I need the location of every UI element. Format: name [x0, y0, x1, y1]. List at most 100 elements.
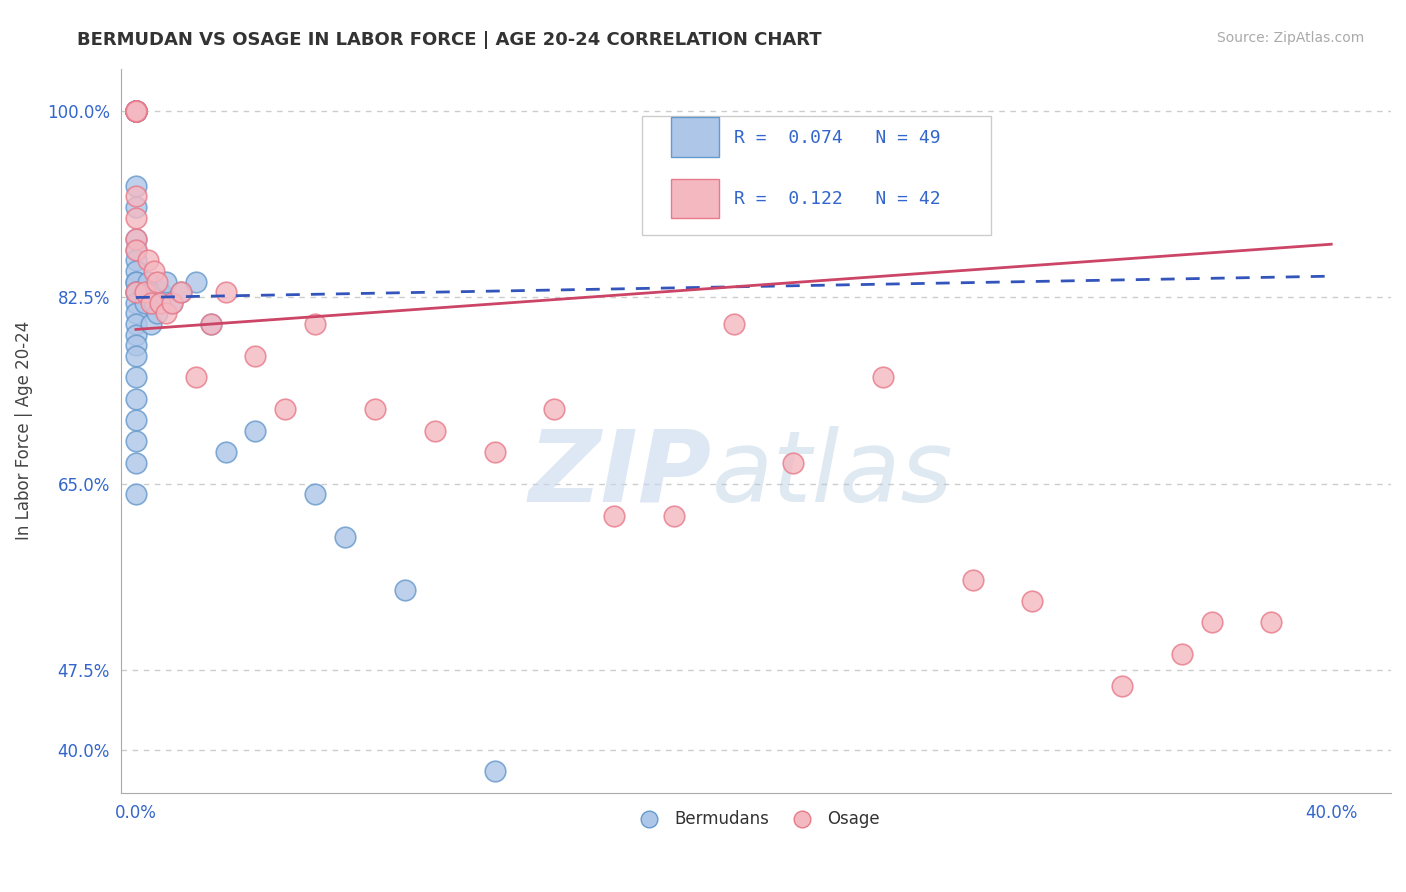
Point: [125, 104, 148, 119]
Point: [155, 275, 177, 289]
Point: [125, 104, 148, 119]
Point: [125, 275, 148, 289]
FancyBboxPatch shape: [641, 116, 991, 235]
Point: [125, 200, 148, 214]
Point: [149, 285, 172, 300]
Point: [125, 211, 148, 225]
Point: [134, 285, 156, 300]
Point: [125, 370, 148, 384]
Point: [125, 275, 148, 289]
Text: atlas: atlas: [711, 425, 953, 523]
Point: [125, 232, 148, 246]
Point: [484, 445, 506, 459]
Point: [200, 317, 222, 331]
Point: [125, 487, 148, 501]
Point: [1171, 647, 1194, 661]
Point: [394, 583, 416, 598]
Point: [274, 402, 297, 417]
Point: [146, 306, 169, 320]
Point: [146, 275, 169, 289]
Text: ZIP: ZIP: [529, 425, 711, 523]
Point: [142, 295, 165, 310]
Point: [125, 104, 148, 119]
Point: [125, 104, 148, 119]
Point: [125, 413, 148, 427]
Point: [125, 243, 148, 257]
Point: [125, 392, 148, 406]
Point: [603, 508, 626, 523]
Point: [423, 424, 446, 438]
Point: [125, 104, 148, 119]
Point: [125, 104, 148, 119]
Point: [125, 104, 148, 119]
Point: [125, 317, 148, 331]
Point: [149, 295, 172, 310]
Point: [139, 295, 162, 310]
Point: [125, 104, 148, 119]
Point: [125, 285, 148, 300]
Point: [125, 434, 148, 449]
Point: [1260, 615, 1282, 630]
Bar: [671, 118, 720, 157]
Point: [125, 243, 148, 257]
Point: [155, 306, 177, 320]
Point: [214, 285, 236, 300]
Point: [125, 189, 148, 203]
Point: [125, 285, 148, 300]
Point: [136, 253, 159, 268]
Point: [170, 285, 193, 300]
Point: [1021, 594, 1043, 608]
Point: [125, 285, 148, 300]
Point: [125, 104, 148, 119]
Text: Source: ZipAtlas.com: Source: ZipAtlas.com: [1216, 31, 1364, 45]
Point: [962, 573, 984, 587]
Point: [662, 508, 685, 523]
Point: [125, 253, 148, 268]
Point: [125, 456, 148, 470]
Point: [125, 104, 148, 119]
Text: BERMUDAN VS OSAGE IN LABOR FORCE | AGE 20-24 CORRELATION CHART: BERMUDAN VS OSAGE IN LABOR FORCE | AGE 2…: [77, 31, 823, 49]
Text: R =  0.074   N = 49: R = 0.074 N = 49: [734, 128, 941, 146]
Point: [125, 306, 148, 320]
Point: [125, 178, 148, 193]
Point: [214, 445, 236, 459]
Point: [160, 295, 183, 310]
Point: [139, 317, 162, 331]
Point: [200, 317, 222, 331]
Point: [543, 402, 565, 417]
Text: R =  0.122   N = 42: R = 0.122 N = 42: [734, 190, 941, 208]
Point: [1111, 679, 1133, 693]
Point: [125, 327, 148, 342]
Point: [872, 370, 894, 384]
Point: [125, 104, 148, 119]
Point: [184, 275, 207, 289]
Point: [134, 285, 156, 300]
Point: [142, 264, 165, 278]
Point: [125, 349, 148, 363]
Point: [184, 370, 207, 384]
Point: [136, 275, 159, 289]
Point: [125, 295, 148, 310]
Point: [245, 349, 267, 363]
Point: [364, 402, 387, 417]
Point: [304, 317, 326, 331]
Point: [170, 285, 193, 300]
Point: [1201, 615, 1223, 630]
Point: [125, 232, 148, 246]
Bar: [671, 178, 720, 219]
Point: [723, 317, 745, 331]
Point: [125, 104, 148, 119]
Point: [245, 424, 267, 438]
Point: [304, 487, 326, 501]
Point: [160, 295, 183, 310]
Point: [782, 456, 804, 470]
Legend: Bermudans, Osage: Bermudans, Osage: [626, 804, 886, 835]
Point: [333, 530, 356, 544]
Point: [125, 104, 148, 119]
Point: [139, 285, 162, 300]
Y-axis label: In Labor Force | Age 20-24: In Labor Force | Age 20-24: [15, 321, 32, 541]
Point: [125, 264, 148, 278]
Point: [134, 295, 156, 310]
Point: [125, 104, 148, 119]
Point: [484, 764, 506, 779]
